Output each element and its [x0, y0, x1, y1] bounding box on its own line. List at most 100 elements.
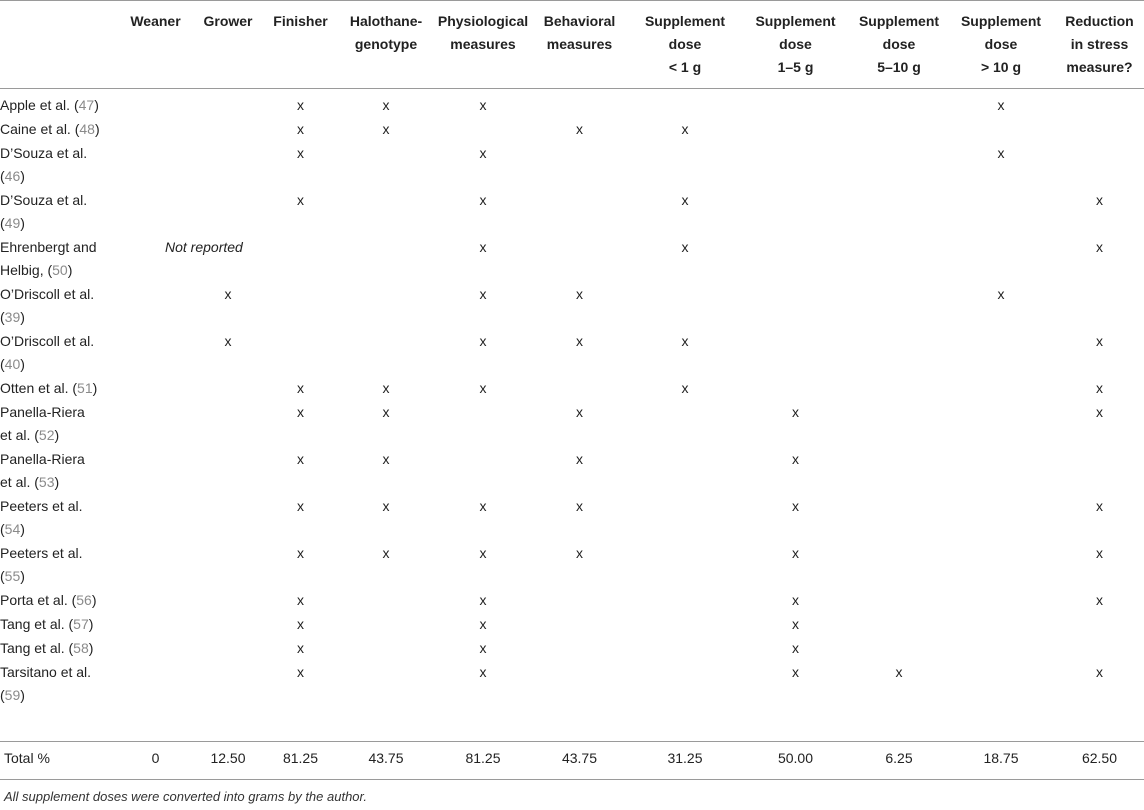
mark-cell-behav: x [576, 121, 583, 137]
total-dose4: 18.75 [983, 750, 1019, 766]
mark-cell-weaner [121, 542, 190, 589]
total-behav: 43.75 [561, 750, 598, 766]
mark-cell-halothane [335, 283, 437, 330]
mark-cell-halothane: x [382, 498, 390, 514]
study-cell: Peeters et al. (55) [0, 545, 83, 584]
reference-link[interactable]: 56 [76, 592, 92, 608]
study-name: Tang et al. ( [0, 616, 74, 632]
mark-cell-behav [529, 142, 630, 189]
mark-cell-weaner [121, 589, 190, 613]
study-name-cont: ( [0, 215, 5, 231]
study-name: D’Souza et al. [0, 145, 88, 161]
mark-cell-weaner [121, 330, 190, 377]
reference-link[interactable]: 46 [4, 168, 21, 184]
study-name: Caine et al. ( [0, 121, 80, 137]
study-cell: Ehrenbergt and Helbig, (50) [0, 239, 97, 278]
mark-cell-dose1: x [681, 380, 689, 396]
mark-cell-finisher: x [297, 616, 304, 632]
mark-cell-dose4 [947, 661, 1055, 708]
study-cell: Otten et al. (51) [0, 380, 98, 396]
header-line: measures [450, 36, 516, 52]
mark-cell-halothane [335, 589, 437, 613]
reference-link[interactable]: 50 [52, 262, 68, 278]
header-line: Grower [203, 13, 253, 29]
total-reduction: 62.50 [1081, 750, 1118, 766]
study-name: Tarsitano et al. [0, 664, 92, 680]
header-behav: Behavioral measures [529, 10, 630, 56]
study-name-cont: et al. ( [0, 427, 39, 443]
table-row: Panella-Riera et al. (52) x x x x x [0, 401, 1144, 448]
mark-cell-reduction [1055, 637, 1144, 661]
reference-link[interactable]: 52 [38, 427, 55, 443]
study-cell: O’Driscoll et al. (39) [0, 286, 95, 325]
reference-link[interactable]: 39 [4, 309, 21, 325]
table-row: Otten et al. (51) x x x x x [0, 377, 1144, 401]
mark-cell-dose2 [740, 330, 851, 377]
header-line: Reduction [1065, 13, 1134, 29]
reference-link[interactable]: 57 [73, 616, 89, 632]
reference-link[interactable]: 48 [79, 121, 95, 137]
header-line: Supplement [858, 13, 940, 29]
mark-cell-reduction [1055, 283, 1144, 330]
reference-link[interactable]: 49 [4, 215, 21, 231]
mark-cell-dose4: x [997, 145, 1005, 161]
mark-cell-dose2: x [792, 592, 799, 608]
top-rule [0, 0, 1144, 1]
mark-cell-grower [190, 401, 266, 448]
study-cell: D’Souza et al. (46) [0, 145, 88, 184]
reference-link[interactable]: 55 [4, 568, 21, 584]
mark-cell-dose1 [630, 94, 740, 118]
header-rule [0, 88, 1144, 89]
mark-cell-dose4 [947, 495, 1055, 542]
mark-cell-behav: x [576, 545, 583, 561]
mark-cell-dose2: x [792, 451, 799, 467]
reference-link[interactable]: 53 [38, 474, 55, 490]
header-line: Halothane- [349, 13, 423, 29]
header-line: dose [984, 36, 1018, 52]
study-cell: Porta et al. (56) [0, 592, 97, 608]
study-name: Tang et al. ( [0, 640, 74, 656]
mark-cell-grower [190, 448, 266, 495]
mark-cell-behav: x [576, 451, 583, 467]
total-label: Total % [4, 750, 50, 766]
mark-cell-reduction: x [1096, 404, 1103, 420]
mark-cell-grower [190, 142, 266, 189]
mark-cell-reduction: x [1096, 545, 1103, 561]
reference-link[interactable]: 54 [4, 521, 21, 537]
mark-cell-weaner [121, 613, 190, 637]
mark-cell-finisher: x [297, 97, 304, 113]
total-halothane: 43.75 [368, 750, 404, 766]
mark-cell-physio: x [479, 97, 487, 113]
study-name-cont: et al. ( [0, 474, 39, 490]
table-row: O’Driscoll et al. (40) x x x x x [0, 330, 1144, 377]
mark-cell-grower [190, 661, 266, 708]
mark-cell-physio: x [479, 545, 487, 561]
mark-cell-dose3 [851, 542, 947, 589]
mark-cell-dose1 [630, 142, 740, 189]
reference-link[interactable]: 58 [73, 640, 89, 656]
study-cell: O’Driscoll et al. (40) [0, 333, 95, 372]
table-row: D’Souza et al. (46) x x x [0, 142, 1144, 189]
reference-link[interactable]: 47 [78, 97, 95, 113]
header-line: dose [882, 36, 916, 52]
header-line: measures [546, 36, 613, 52]
study-name-cont: ( [0, 687, 5, 703]
mark-cell-halothane [335, 330, 437, 377]
study-name: O’Driscoll et al. [0, 286, 95, 302]
header-line: Supplement [644, 13, 726, 29]
reference-link[interactable]: 51 [77, 380, 93, 396]
mark-cell-reduction: x [1096, 380, 1103, 396]
mark-cell-dose3 [851, 589, 947, 613]
study-name: Peeters et al. [0, 498, 83, 514]
table-row: Tang et al. (58) x x x [0, 637, 1144, 661]
header-line: measure? [1066, 59, 1133, 75]
reference-link[interactable]: 40 [4, 356, 21, 372]
mark-cell-physio: x [479, 592, 487, 608]
mark-cell-finisher [266, 283, 335, 330]
mark-cell-dose1: x [681, 121, 689, 137]
reference-link[interactable]: 59 [4, 687, 21, 703]
mark-cell-halothane [335, 613, 437, 637]
header-line: in stress [1070, 36, 1129, 52]
mark-cell-dose3 [851, 495, 947, 542]
